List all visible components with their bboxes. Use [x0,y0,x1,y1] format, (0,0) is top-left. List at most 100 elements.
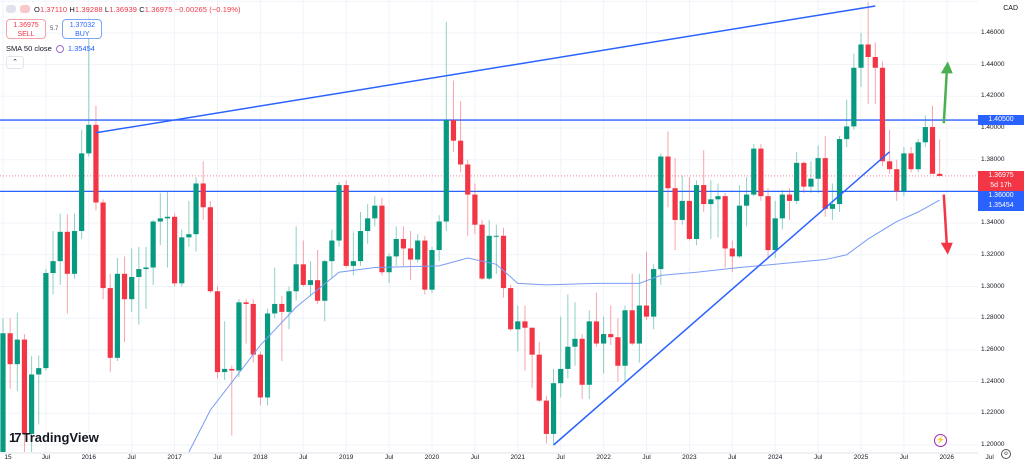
time-label: Jul [899,454,909,461]
candle-body [150,221,156,268]
candle [136,246,142,325]
symbol-icon[interactable] [20,5,30,13]
candle [193,177,199,252]
candle [429,246,435,293]
buy-button[interactable]: 1.37032 BUY [62,19,103,39]
price-badge: 1.36000 [978,190,1024,201]
candle-body [758,148,764,197]
candle-body [736,205,743,257]
candle-body [0,333,6,452]
candle [71,213,78,279]
candle-body [379,205,385,273]
candle [21,334,28,452]
candle-body [386,256,392,273]
candle [844,99,850,148]
candle-body [393,238,399,257]
candle [593,292,600,347]
candle [736,185,743,258]
candle [172,213,178,287]
time-label: Jul [384,454,394,461]
candle-body [329,240,335,262]
candle [479,219,485,281]
tradingview-logo[interactable]: 17 TradingView [9,430,99,445]
candle [157,192,163,246]
candle [765,188,771,258]
time-label: 2025 [853,454,869,461]
candle [257,351,263,406]
hide-icon[interactable] [6,5,16,13]
price-tick: 1.26000 [981,345,1005,353]
candle-body [879,67,886,162]
candle [529,327,535,388]
time-label: 2018 [253,454,268,461]
price-tick: 1.40000 [981,124,1005,131]
candle [307,261,314,297]
candle [379,197,385,276]
candle-body [522,321,528,328]
candle [443,21,449,232]
candle [758,143,764,201]
time-label: 2017 [167,454,182,461]
candle-body [808,178,814,187]
candle [107,273,113,373]
candle-body [744,194,750,206]
candle-body [851,67,857,127]
candle-body [293,264,299,292]
candle [393,226,399,266]
candle [465,159,471,236]
candle-body [229,368,235,371]
indicator-name[interactable]: SMA 50 close [6,44,52,53]
candle-body [407,248,414,260]
candle [29,356,35,452]
sell-button[interactable]: 1.36975 SELL [6,19,46,39]
settings-icon[interactable]: ⚙ [1001,449,1011,459]
candle [400,226,406,266]
candle-body [279,303,285,312]
candle-body [29,374,35,434]
indicator-value: 1.35454 [67,44,95,53]
candle-body [622,310,628,366]
price-tick: 1.24000 [981,377,1005,385]
candle [207,200,213,293]
candle-body [50,261,56,274]
time-label: Jul [985,454,994,461]
candle [872,42,878,105]
candle [922,115,928,148]
candle-body [829,204,835,209]
candle-body [36,368,42,375]
candle [214,286,221,379]
candle [608,305,614,346]
candle [908,147,914,173]
candle-body [350,261,356,266]
candle-body [257,354,263,398]
candle-body [436,221,442,251]
time-label: Jul [728,454,737,461]
candle-body [164,216,171,219]
candle-body [415,240,421,260]
candle-body [179,237,185,284]
lightning-icon[interactable]: ⚡ [934,434,947,447]
candle [386,253,392,284]
chevron-up-icon[interactable]: ⌃ [6,56,24,69]
candle-body [372,205,378,219]
candle [508,284,514,331]
time-label: Jul [470,454,480,461]
price-tick: 1.32000 [981,250,1005,258]
candle [114,257,120,361]
candle-body [915,142,921,170]
candle [937,139,943,177]
candle-body [264,313,271,398]
candle-body [601,334,607,344]
candle-body [400,238,406,249]
candle-body [801,162,807,187]
trend-line [95,5,876,134]
candle [851,53,857,130]
candle-body [336,185,342,241]
arrow-down-shaft [942,194,949,245]
candle-body [586,321,592,385]
candle-body [64,231,70,274]
candle [701,150,707,213]
candle [550,368,557,445]
candle-body [136,269,142,277]
